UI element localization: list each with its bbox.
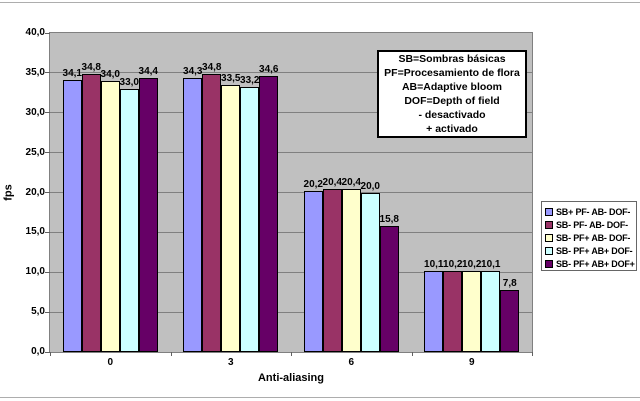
- bar: [119, 88, 139, 352]
- bar: [81, 74, 101, 352]
- bar: [500, 289, 520, 352]
- gridline: [50, 72, 532, 74]
- key-line-ab: AB=Adaptive bloom: [401, 81, 503, 93]
- y-axis-tick-label: 40,0: [25, 27, 45, 38]
- legend-item: SB+ PF- AB- DOF-: [545, 205, 636, 218]
- bar: [202, 74, 222, 352]
- bar: [379, 226, 399, 352]
- y-axis-tick-label: 10,0: [25, 266, 45, 278]
- gridline: [50, 112, 532, 114]
- legend-series-label: SB- PF+ AB+ DOF-: [556, 245, 633, 256]
- gridline: [50, 271, 532, 273]
- bar-value-label: 33,5: [221, 72, 241, 84]
- x-axis-category-label: 0: [107, 357, 114, 368]
- bar-value-label: 20,4: [341, 177, 361, 189]
- x-axis-tick: [170, 352, 172, 356]
- key-line-sb: SB=Sombras básicas: [398, 53, 506, 65]
- bar-value-label: 20,4: [322, 177, 342, 189]
- bar: [100, 80, 120, 352]
- y-axis-tick-label: 5,0: [31, 306, 45, 318]
- gridline: [50, 311, 532, 313]
- legend-item: SB- PF+ AB+ DOF-: [545, 244, 636, 257]
- legend-series-label: SB- PF+ AB+ DOF+: [556, 258, 635, 269]
- bar-value-label: 34,8: [202, 62, 222, 74]
- frame-top-line: [0, 2, 640, 3]
- y-axis-tick-label: 15,0: [25, 226, 45, 238]
- x-axis-title: Anti-aliasing: [257, 372, 325, 384]
- bar-value-label: 34,3: [183, 66, 203, 78]
- bar: [259, 76, 279, 352]
- x-axis-tick: [291, 352, 292, 356]
- legend-color-swatch: [545, 207, 553, 216]
- abbreviation-key-box: SB=Sombras básicas PF=Procesamiento de f…: [377, 50, 527, 138]
- key-line-pf: PF=Procesamiento de flora: [384, 67, 520, 79]
- x-axis-category-label: 3: [227, 357, 234, 368]
- bar: [481, 271, 501, 352]
- bar: [341, 189, 361, 352]
- bar-value-label: 15,8: [379, 214, 399, 225]
- legend-color-swatch: [545, 246, 553, 255]
- bar: [303, 190, 323, 352]
- bar-value-label: 34,1: [62, 68, 82, 80]
- bar: [221, 84, 241, 352]
- legend-color-swatch: [545, 259, 553, 268]
- x-axis-tick: [50, 352, 51, 356]
- bar: [240, 87, 260, 352]
- bar-value-label: 33,2: [240, 75, 260, 87]
- bar-value-label: 10,2: [462, 258, 482, 270]
- legend: SB+ PF- AB- DOF- SB- PF- AB- DOF- SB- PF+ …: [541, 201, 637, 271]
- bar: [443, 270, 463, 352]
- key-line-minus: - desactivado: [418, 109, 486, 121]
- bar-value-label: 20,0: [360, 180, 380, 192]
- legend-color-swatch: [545, 233, 553, 242]
- x-axis-tick: [532, 352, 533, 356]
- key-line-dof: DOF=Depth of field: [404, 95, 500, 107]
- key-line-plus: + activado: [426, 123, 478, 135]
- bar: [62, 80, 82, 352]
- bar: [138, 77, 158, 352]
- y-axis-tick-label: 30,0: [25, 106, 45, 118]
- bar-value-label: 34,8: [81, 62, 101, 74]
- y-axis-tick-label: 25,0: [25, 146, 45, 158]
- x-axis-category-label: 9: [468, 357, 475, 368]
- y-axis-tick-label: 20,0: [25, 186, 45, 198]
- bar-value-label: 10,1: [424, 259, 444, 271]
- legend-series-label: SB+ PF- AB- DOF-: [556, 206, 631, 217]
- bar: [424, 271, 444, 352]
- legend-series-label: SB- PF+ AB- DOF-: [556, 232, 631, 243]
- bar-value-label: 10,1: [481, 259, 501, 271]
- bar-value-label: 33,0: [119, 76, 139, 88]
- legend-item: SB- PF+ AB+ DOF+: [545, 257, 636, 270]
- legend-series-label: SB- PF- AB- DOF-: [556, 219, 628, 230]
- bar-value-label: 34,0: [100, 68, 120, 80]
- y-axis-title: fps: [2, 184, 15, 201]
- bar-value-label: 20,2: [303, 178, 323, 190]
- y-axis-tick-label: 0,0: [31, 346, 45, 357]
- bar-value-label: 10,2: [443, 258, 463, 270]
- bar-value-label: 7,8: [502, 277, 517, 289]
- legend-color-swatch: [545, 220, 553, 229]
- legend-item: SB- PF+ AB- DOF-: [545, 231, 636, 244]
- bar: [360, 192, 380, 352]
- x-axis-category-label: 6: [348, 357, 355, 368]
- y-axis-tick-label: 35,0: [25, 66, 45, 78]
- frame-bottom-line: [0, 397, 640, 398]
- gridline: [50, 152, 532, 154]
- bar: [462, 270, 482, 352]
- gridline: [50, 192, 532, 193]
- bar-value-label: 34,4: [138, 65, 158, 77]
- bar: [183, 78, 203, 352]
- gridline: [50, 231, 532, 233]
- bar: [322, 189, 342, 352]
- x-axis-tick: [411, 352, 413, 356]
- bar-value-label: 34,6: [259, 64, 279, 76]
- legend-item: SB- PF- AB- DOF-: [545, 218, 636, 231]
